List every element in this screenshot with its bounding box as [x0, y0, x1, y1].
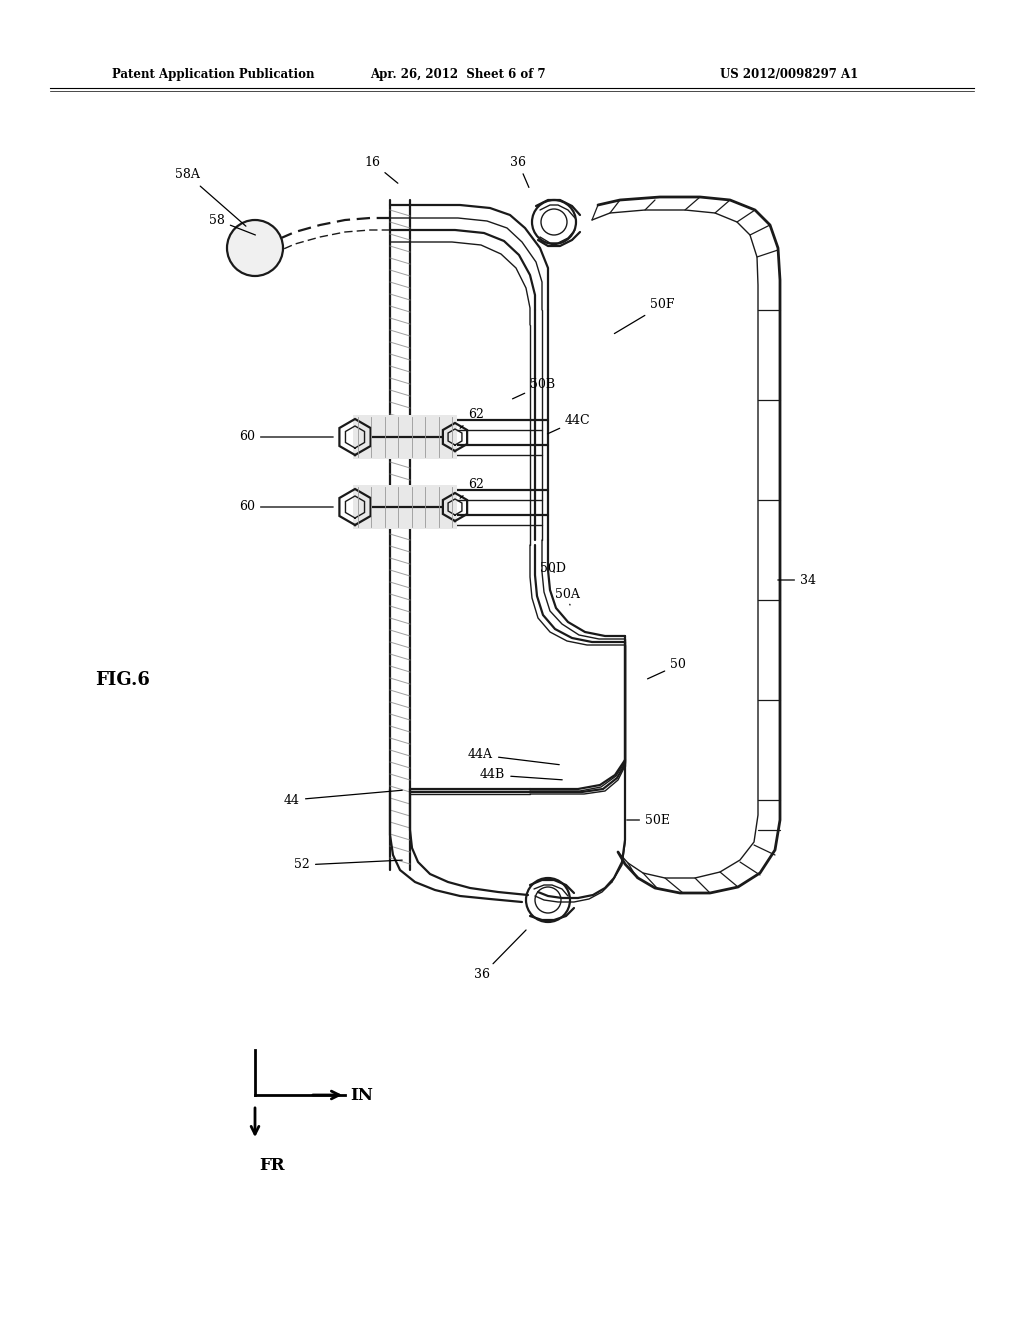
Text: US 2012/0098297 A1: US 2012/0098297 A1: [720, 69, 858, 81]
Circle shape: [227, 220, 283, 276]
Text: 50B: 50B: [513, 379, 555, 399]
Text: 36: 36: [474, 931, 526, 982]
Text: 50F: 50F: [614, 298, 675, 334]
Text: 44B: 44B: [480, 768, 562, 781]
Text: 50E: 50E: [627, 813, 670, 826]
Text: 50A: 50A: [555, 589, 580, 605]
Text: 58: 58: [209, 214, 255, 235]
Text: 62: 62: [460, 408, 484, 428]
Text: 58A: 58A: [175, 169, 246, 226]
Text: 52: 52: [294, 858, 402, 871]
Text: FR: FR: [259, 1158, 285, 1173]
Text: 50: 50: [647, 659, 686, 678]
Text: FIG.6: FIG.6: [95, 671, 150, 689]
Text: 36: 36: [510, 156, 529, 187]
Text: 44C: 44C: [548, 413, 591, 434]
Text: 44: 44: [284, 791, 402, 807]
Text: IN: IN: [350, 1086, 373, 1104]
Text: 34: 34: [778, 573, 816, 586]
Text: Apr. 26, 2012  Sheet 6 of 7: Apr. 26, 2012 Sheet 6 of 7: [370, 69, 546, 81]
Bar: [353, 484, 457, 529]
Bar: [353, 414, 457, 459]
Text: 60: 60: [239, 430, 333, 444]
Text: 62: 62: [460, 479, 484, 498]
Text: 44A: 44A: [468, 748, 559, 764]
Text: 16: 16: [364, 156, 398, 183]
Text: 50D: 50D: [540, 561, 566, 574]
Text: 60: 60: [239, 500, 333, 513]
Text: Patent Application Publication: Patent Application Publication: [112, 69, 314, 81]
